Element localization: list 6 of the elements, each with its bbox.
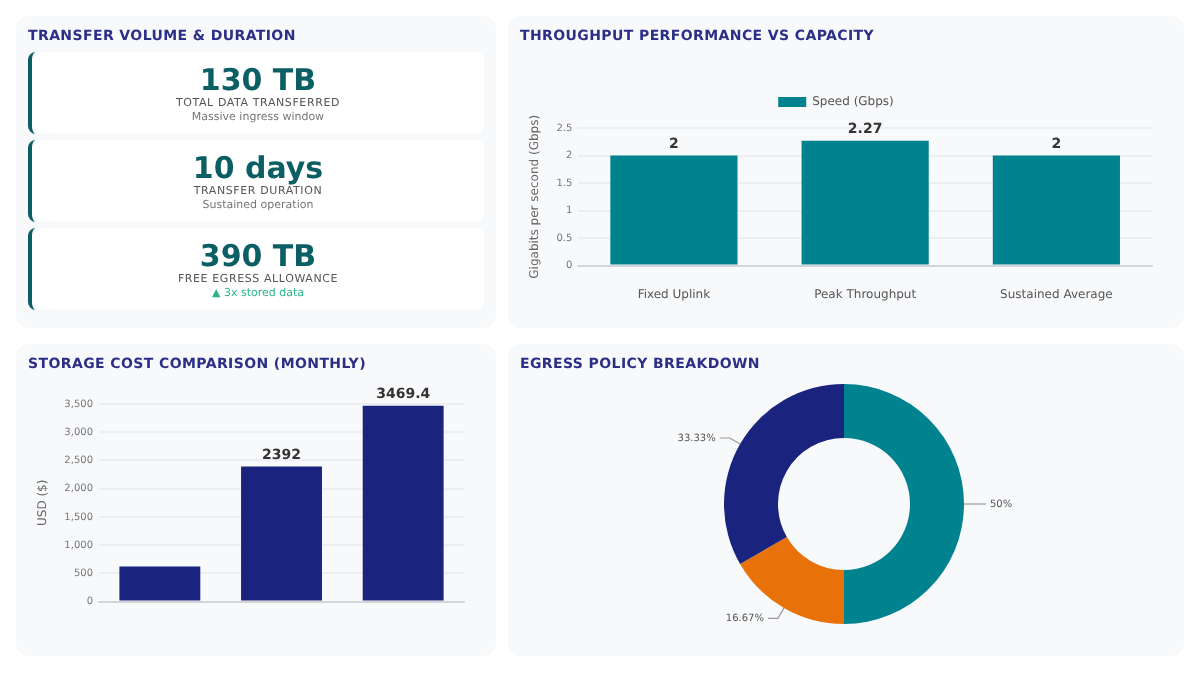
text: 390 TB bbox=[197, 237, 317, 274]
bar bbox=[119, 566, 201, 601]
text: 130 TB bbox=[199, 61, 317, 98]
text: 10 days bbox=[190, 149, 326, 186]
bar bbox=[362, 405, 444, 601]
bar bbox=[241, 466, 322, 601]
